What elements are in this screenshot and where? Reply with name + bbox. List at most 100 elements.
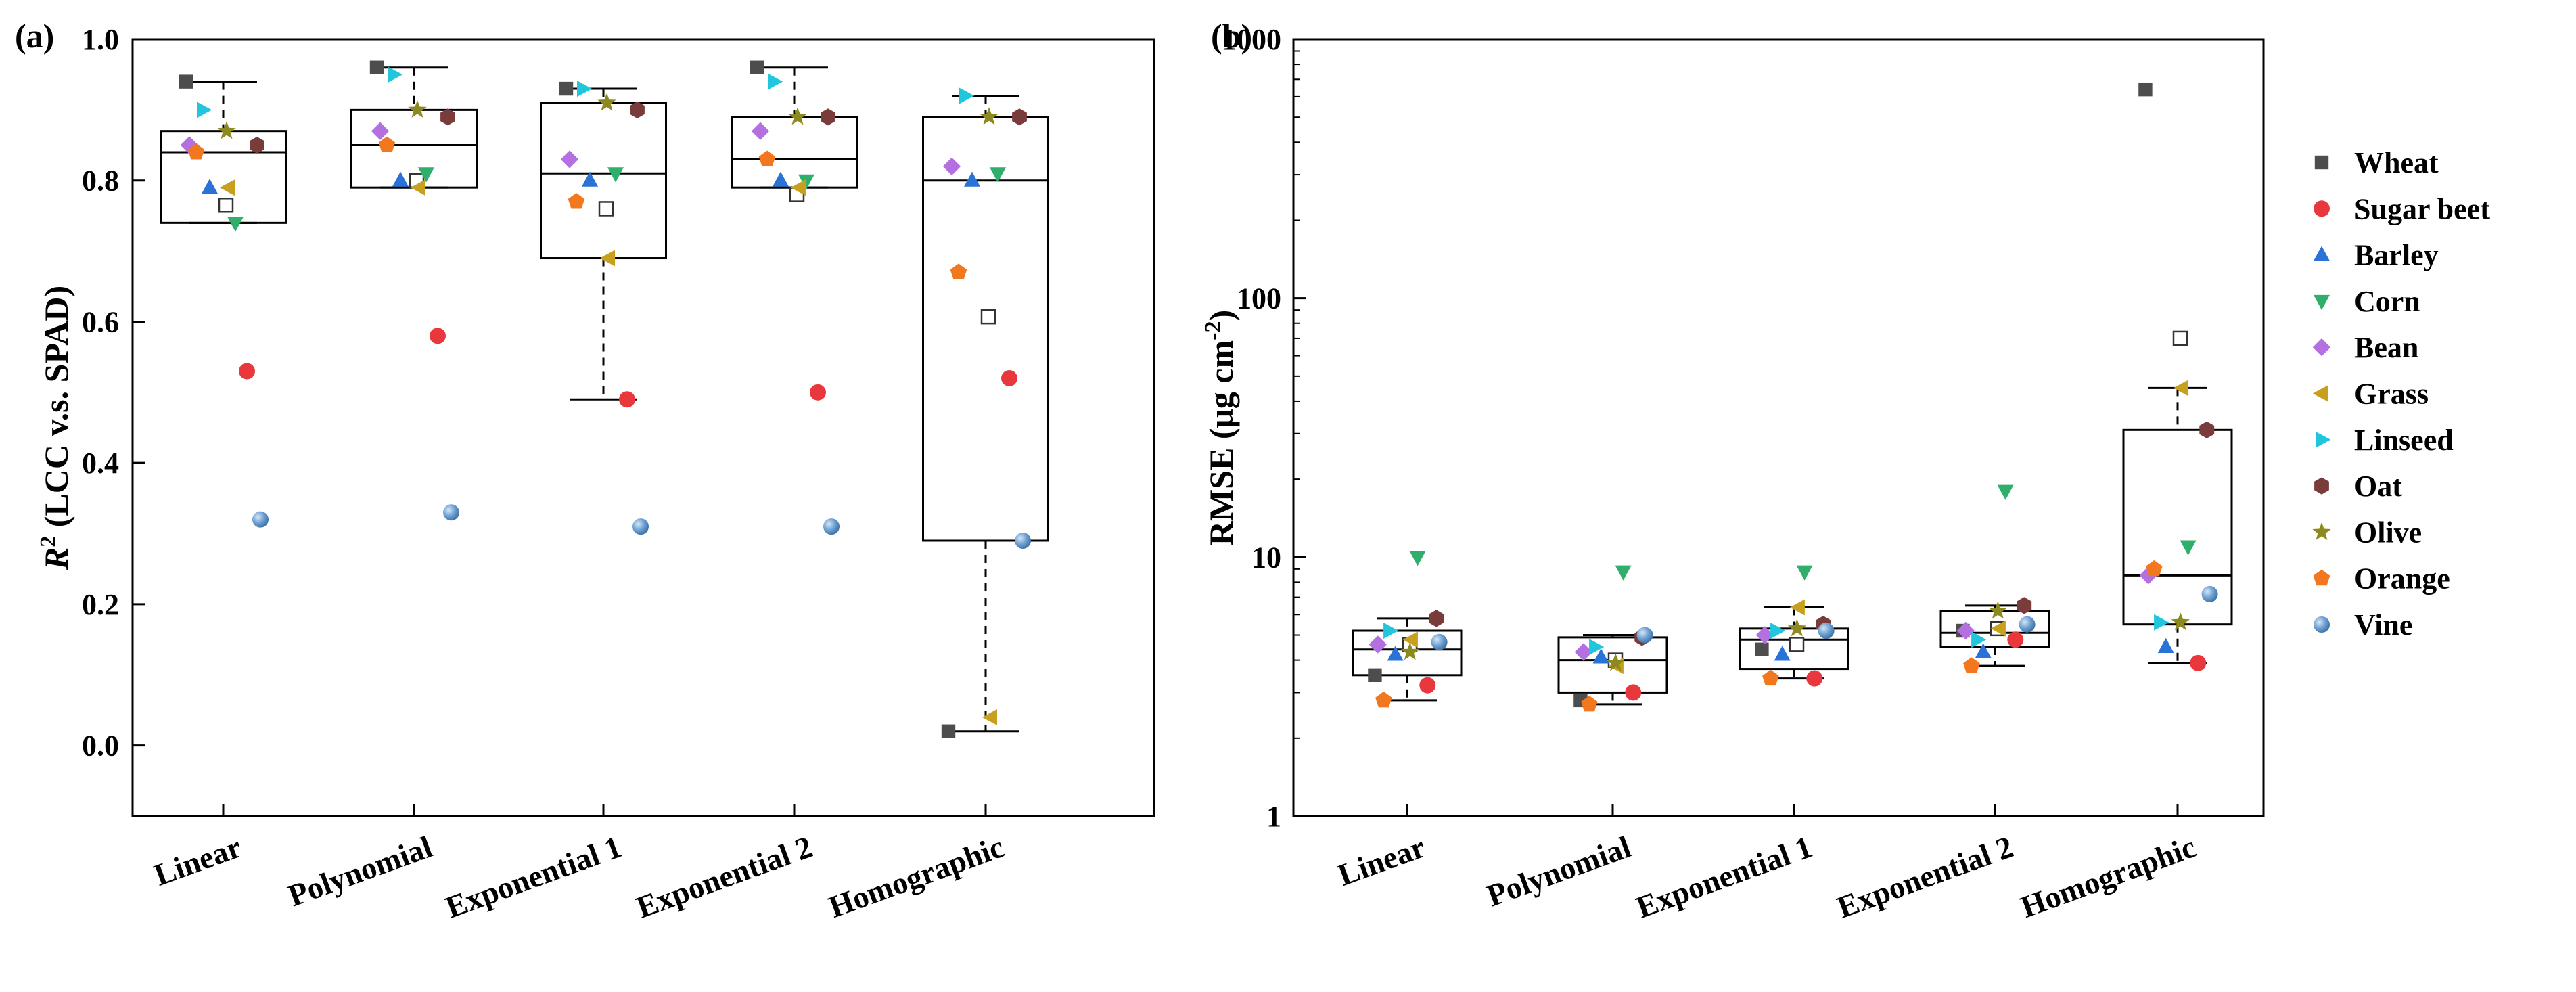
point-vine-exponential-2 xyxy=(2019,616,2036,633)
category-label-polynomial: Polynomial xyxy=(1482,829,1635,913)
series-corn xyxy=(1409,484,2196,581)
point-oat-exponential-2 xyxy=(2017,597,2032,614)
point-barley-polynomial xyxy=(392,171,409,187)
point-grass-homographic xyxy=(2173,380,2188,397)
point-vine-exponential-1 xyxy=(1818,623,1835,639)
legend-label-orange: Orange xyxy=(2354,562,2450,595)
point-sugar-beet-exponential-1 xyxy=(619,391,635,408)
point-orange-homographic xyxy=(2146,560,2163,577)
series-oat xyxy=(250,101,1027,154)
point-linseed-polynomial xyxy=(388,66,403,83)
box-exponential-1 xyxy=(540,87,667,401)
box-mean xyxy=(218,198,234,213)
y-axis-title-b-prefix: RMSE (μg cm xyxy=(1202,340,1240,545)
point-vine-exponential-1 xyxy=(632,518,649,535)
category-labels-a: Linear Polynomial Exponential 1 Exponential… xyxy=(150,804,1008,925)
y-axis-title-b: RMSE (μg cm-2) xyxy=(1201,310,1241,545)
series-orange xyxy=(187,136,967,279)
y-tick-label: 0.2 xyxy=(82,588,119,621)
category-label-homographic: Homographic xyxy=(2016,829,2200,924)
series-oat xyxy=(1429,421,2215,646)
point-bean-exponential-1 xyxy=(1755,626,1774,644)
point-barley-exponential-2 xyxy=(1975,643,1992,658)
y-tick-label: 0.6 xyxy=(82,305,119,338)
point-bean-polynomial xyxy=(1574,643,1592,661)
legend-label-oat: Oat xyxy=(2354,470,2402,503)
point-bean-linear xyxy=(180,136,199,154)
legend-item-barley: Barley xyxy=(2314,239,2439,272)
box-mean xyxy=(1789,637,1805,652)
point-wheat-homographic xyxy=(941,724,956,738)
point-olive-homographic xyxy=(980,107,998,125)
point-vine-homographic xyxy=(1015,532,1031,549)
point-orange-polynomial xyxy=(378,136,396,152)
series-olive xyxy=(1400,601,2190,671)
point-oat-polynomial xyxy=(440,108,455,126)
point-orange-exponential-1 xyxy=(568,193,585,209)
point-orange-polynomial xyxy=(1581,696,1598,712)
point-wheat-exponential-1 xyxy=(1755,642,1769,656)
plot-frame-a xyxy=(131,38,1155,817)
y-tick-label: 1 xyxy=(1266,800,1281,833)
series-linseed xyxy=(1383,614,2169,655)
legend-label-corn: Corn xyxy=(2354,285,2420,318)
point-oat-homographic xyxy=(2199,421,2215,438)
point-bean-exponential-1 xyxy=(560,150,579,168)
legend-marker-barley xyxy=(2314,246,2330,261)
point-barley-polynomial xyxy=(1592,648,1609,664)
box-polynomial xyxy=(350,66,478,189)
y-axis-title-b-rest: ) xyxy=(1202,310,1240,321)
point-wheat-linear xyxy=(179,74,193,89)
point-oat-homographic xyxy=(1012,108,1027,126)
point-olive-polynomial xyxy=(408,100,427,118)
box-iqr xyxy=(1352,629,1463,677)
boxes-b xyxy=(1352,330,2233,706)
box-mean xyxy=(980,309,996,325)
legend-marker-vine xyxy=(2314,616,2330,633)
category-label-homographic: Homographic xyxy=(824,829,1008,924)
category-label-exponential-2: Exponential 2 xyxy=(1833,829,2017,924)
y-axis-title-a: R2 (LCC v.s. SPAD) xyxy=(36,286,76,570)
legend-label-bean: Bean xyxy=(2354,331,2418,364)
box-linear xyxy=(160,81,287,224)
category-label-polynomial: Polynomial xyxy=(283,829,436,913)
point-vine-linear xyxy=(1431,633,1448,650)
point-linseed-exponential-1 xyxy=(577,81,593,97)
box-iqr xyxy=(540,102,667,260)
legend-marker-bean xyxy=(2312,338,2331,357)
category-label-exponential-1: Exponential 1 xyxy=(441,829,626,924)
legend-item-olive: Olive xyxy=(2312,516,2422,549)
series-vine xyxy=(252,504,1031,549)
point-barley-homographic xyxy=(964,171,980,187)
point-oat-linear xyxy=(1429,610,1444,627)
legend-marker-linseed xyxy=(2316,431,2331,448)
point-linseed-exponential-1 xyxy=(1770,623,1786,639)
category-label-linear: Linear xyxy=(1333,829,1429,892)
point-barley-exponential-1 xyxy=(582,171,598,187)
point-barley-exponential-2 xyxy=(773,171,789,187)
box-homographic xyxy=(922,94,1049,733)
legend-label-olive: Olive xyxy=(2354,516,2422,549)
point-bean-exponential-2 xyxy=(751,122,770,140)
y-axis-title-b-sup: -2 xyxy=(1201,321,1226,340)
box-linear xyxy=(1352,617,1463,702)
point-barley-exponential-1 xyxy=(1774,646,1791,661)
plot-frame-b xyxy=(1292,38,2265,817)
legend-label-wheat: Wheat xyxy=(2354,146,2439,179)
point-sugar-beet-polynomial xyxy=(430,328,446,344)
point-grass-linear xyxy=(1402,631,1418,648)
points-b xyxy=(1368,82,2218,712)
y-ticks-a: 0.0 0.2 0.4 0.6 0.8 1.0 xyxy=(82,23,145,763)
point-corn-linear xyxy=(1409,551,1426,566)
point-linseed-homographic xyxy=(2154,614,2169,631)
series-linseed xyxy=(197,66,975,118)
point-orange-exponential-1 xyxy=(1762,669,1779,686)
legend-marker-sugar-beet xyxy=(2314,200,2330,217)
point-sugar-beet-exponential-2 xyxy=(810,384,826,401)
point-linseed-linear xyxy=(197,102,212,118)
point-olive-exponential-2 xyxy=(1988,601,2007,619)
boxes-a xyxy=(160,66,1049,733)
point-olive-homographic xyxy=(2171,612,2190,631)
point-linseed-exponential-2 xyxy=(1971,631,1987,648)
